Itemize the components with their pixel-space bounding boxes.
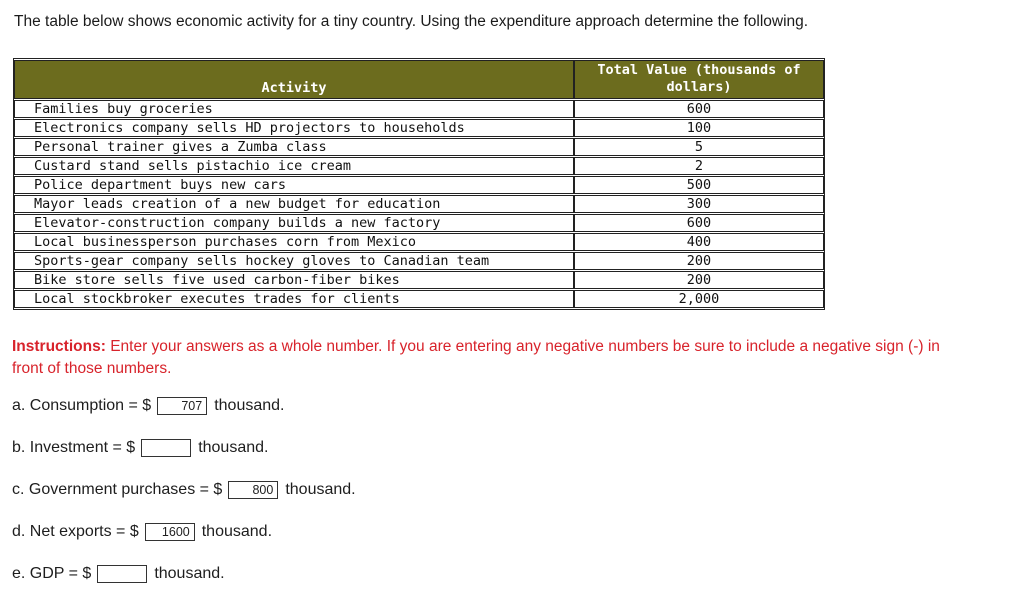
- economic-activity-table: Activity Total Value (thousands of dolla…: [13, 58, 825, 310]
- activity-cell: Custard stand sells pistachio ice cream: [14, 157, 574, 175]
- activity-cell: Mayor leads creation of a new budget for…: [14, 195, 574, 213]
- table-row: Personal trainer gives a Zumba class 5: [14, 138, 824, 156]
- table-row: Police department buys new cars 500: [14, 176, 824, 194]
- table-header-row: Activity Total Value (thousands of dolla…: [14, 60, 824, 99]
- activity-cell: Personal trainer gives a Zumba class: [14, 138, 574, 156]
- value-cell: 300: [574, 195, 824, 213]
- activity-cell: Local stockbroker executes trades for cl…: [14, 290, 574, 308]
- activity-cell: Bike store sells five used carbon-fiber …: [14, 271, 574, 289]
- answer-input-a[interactable]: [157, 397, 208, 415]
- table-row: Mayor leads creation of a new budget for…: [14, 195, 824, 213]
- table-row: Local stockbroker executes trades for cl…: [14, 290, 824, 308]
- question-line: c. Government purchases = $ thousand.: [12, 479, 356, 501]
- table-body: Families buy groceries 600 Electronics c…: [14, 100, 824, 308]
- answer-input-d[interactable]: [144, 523, 195, 541]
- instructions-text: Instructions: Enter your answers as a wh…: [12, 336, 964, 380]
- value-cell: 600: [574, 100, 824, 118]
- page-title: The table below shows economic activity …: [14, 13, 809, 30]
- question-suffix: thousand.: [198, 439, 269, 456]
- instructions-body: Enter your answers as a whole number. If…: [12, 338, 940, 377]
- question-suffix: thousand.: [154, 565, 225, 582]
- table-row: Sports-gear company sells hockey gloves …: [14, 252, 824, 270]
- value-cell: 500: [574, 176, 824, 194]
- column-header-activity: Activity: [14, 60, 574, 99]
- activity-cell: Sports-gear company sells hockey gloves …: [14, 252, 574, 270]
- column-header-total-value: Total Value (thousands of dollars): [574, 60, 824, 99]
- value-cell: 600: [574, 214, 824, 232]
- question-prefix: d. Net exports = $: [12, 523, 139, 540]
- activity-cell: Elevator-construction company builds a n…: [14, 214, 574, 232]
- value-cell: 100: [574, 119, 824, 137]
- questions: a. Consumption = $ thousand. b. Investmen…: [12, 395, 356, 605]
- instructions-label: Instructions:: [12, 338, 106, 355]
- activity-cell: Families buy groceries: [14, 100, 574, 118]
- question-prefix: c. Government purchases = $: [12, 481, 223, 498]
- value-cell: 2: [574, 157, 824, 175]
- value-cell: 200: [574, 252, 824, 270]
- question-prefix: e. GDP = $: [12, 565, 92, 582]
- answer-input-e[interactable]: [97, 565, 148, 583]
- question-suffix: thousand.: [201, 523, 273, 540]
- question-line: e. GDP = $ thousand.: [12, 563, 356, 585]
- activity-cell: Police department buys new cars: [14, 176, 574, 194]
- question-line: d. Net exports = $ thousand.: [12, 521, 356, 543]
- question-line: b. Investment = $ thousand.: [12, 437, 356, 459]
- value-cell: 2,000: [574, 290, 824, 308]
- table-row: Families buy groceries 600: [14, 100, 824, 118]
- activity-cell: Electronics company sells HD projectors …: [14, 119, 574, 137]
- question-suffix: thousand.: [214, 397, 285, 414]
- table-row: Bike store sells five used carbon-fiber …: [14, 271, 824, 289]
- question-line: a. Consumption = $ thousand.: [12, 395, 356, 417]
- question-prefix: a. Consumption = $: [12, 397, 152, 414]
- value-cell: 200: [574, 271, 824, 289]
- value-cell: 400: [574, 233, 824, 251]
- table-row: Local businessperson purchases corn from…: [14, 233, 824, 251]
- table-row: Electronics company sells HD projectors …: [14, 119, 824, 137]
- answer-input-b[interactable]: [141, 439, 192, 457]
- table-row: Custard stand sells pistachio ice cream …: [14, 157, 824, 175]
- question-suffix: thousand.: [285, 481, 356, 498]
- table-row: Elevator-construction company builds a n…: [14, 214, 824, 232]
- answer-input-c[interactable]: [228, 481, 279, 499]
- question-prefix: b. Investment = $: [12, 439, 136, 456]
- activity-cell: Local businessperson purchases corn from…: [14, 233, 574, 251]
- value-cell: 5: [574, 138, 824, 156]
